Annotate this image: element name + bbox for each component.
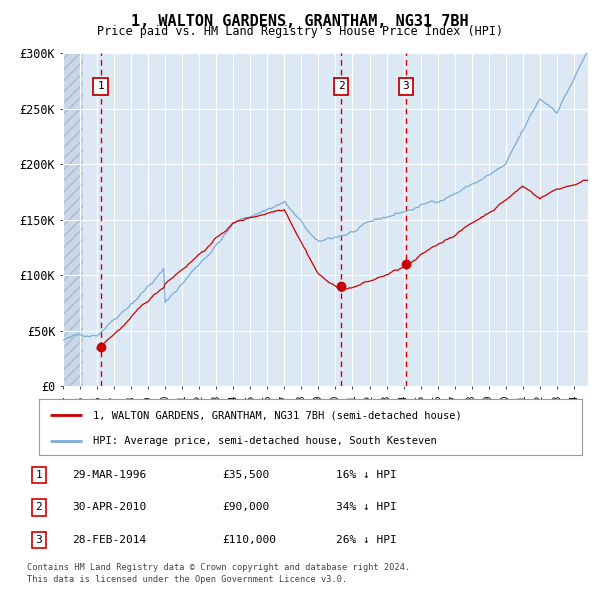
- Text: 3: 3: [403, 81, 409, 91]
- Text: 28-FEB-2014: 28-FEB-2014: [72, 535, 146, 545]
- Text: 1: 1: [35, 470, 43, 480]
- Text: 1: 1: [97, 81, 104, 91]
- Text: Contains HM Land Registry data © Crown copyright and database right 2024.: Contains HM Land Registry data © Crown c…: [27, 563, 410, 572]
- Text: 16% ↓ HPI: 16% ↓ HPI: [336, 470, 397, 480]
- Text: £90,000: £90,000: [222, 503, 269, 512]
- Text: 2: 2: [35, 503, 43, 512]
- Text: HPI: Average price, semi-detached house, South Kesteven: HPI: Average price, semi-detached house,…: [94, 437, 437, 447]
- Text: 26% ↓ HPI: 26% ↓ HPI: [336, 535, 397, 545]
- Text: £35,500: £35,500: [222, 470, 269, 480]
- Text: 1, WALTON GARDENS, GRANTHAM, NG31 7BH (semi-detached house): 1, WALTON GARDENS, GRANTHAM, NG31 7BH (s…: [94, 410, 462, 420]
- Text: 34% ↓ HPI: 34% ↓ HPI: [336, 503, 397, 512]
- Bar: [63, 53, 83, 386]
- Text: 1, WALTON GARDENS, GRANTHAM, NG31 7BH: 1, WALTON GARDENS, GRANTHAM, NG31 7BH: [131, 14, 469, 28]
- Text: £110,000: £110,000: [222, 535, 276, 545]
- Text: 2: 2: [338, 81, 344, 91]
- Text: 29-MAR-1996: 29-MAR-1996: [72, 470, 146, 480]
- Text: Price paid vs. HM Land Registry's House Price Index (HPI): Price paid vs. HM Land Registry's House …: [97, 25, 503, 38]
- Text: 3: 3: [35, 535, 43, 545]
- Text: This data is licensed under the Open Government Licence v3.0.: This data is licensed under the Open Gov…: [27, 575, 347, 584]
- Text: 30-APR-2010: 30-APR-2010: [72, 503, 146, 512]
